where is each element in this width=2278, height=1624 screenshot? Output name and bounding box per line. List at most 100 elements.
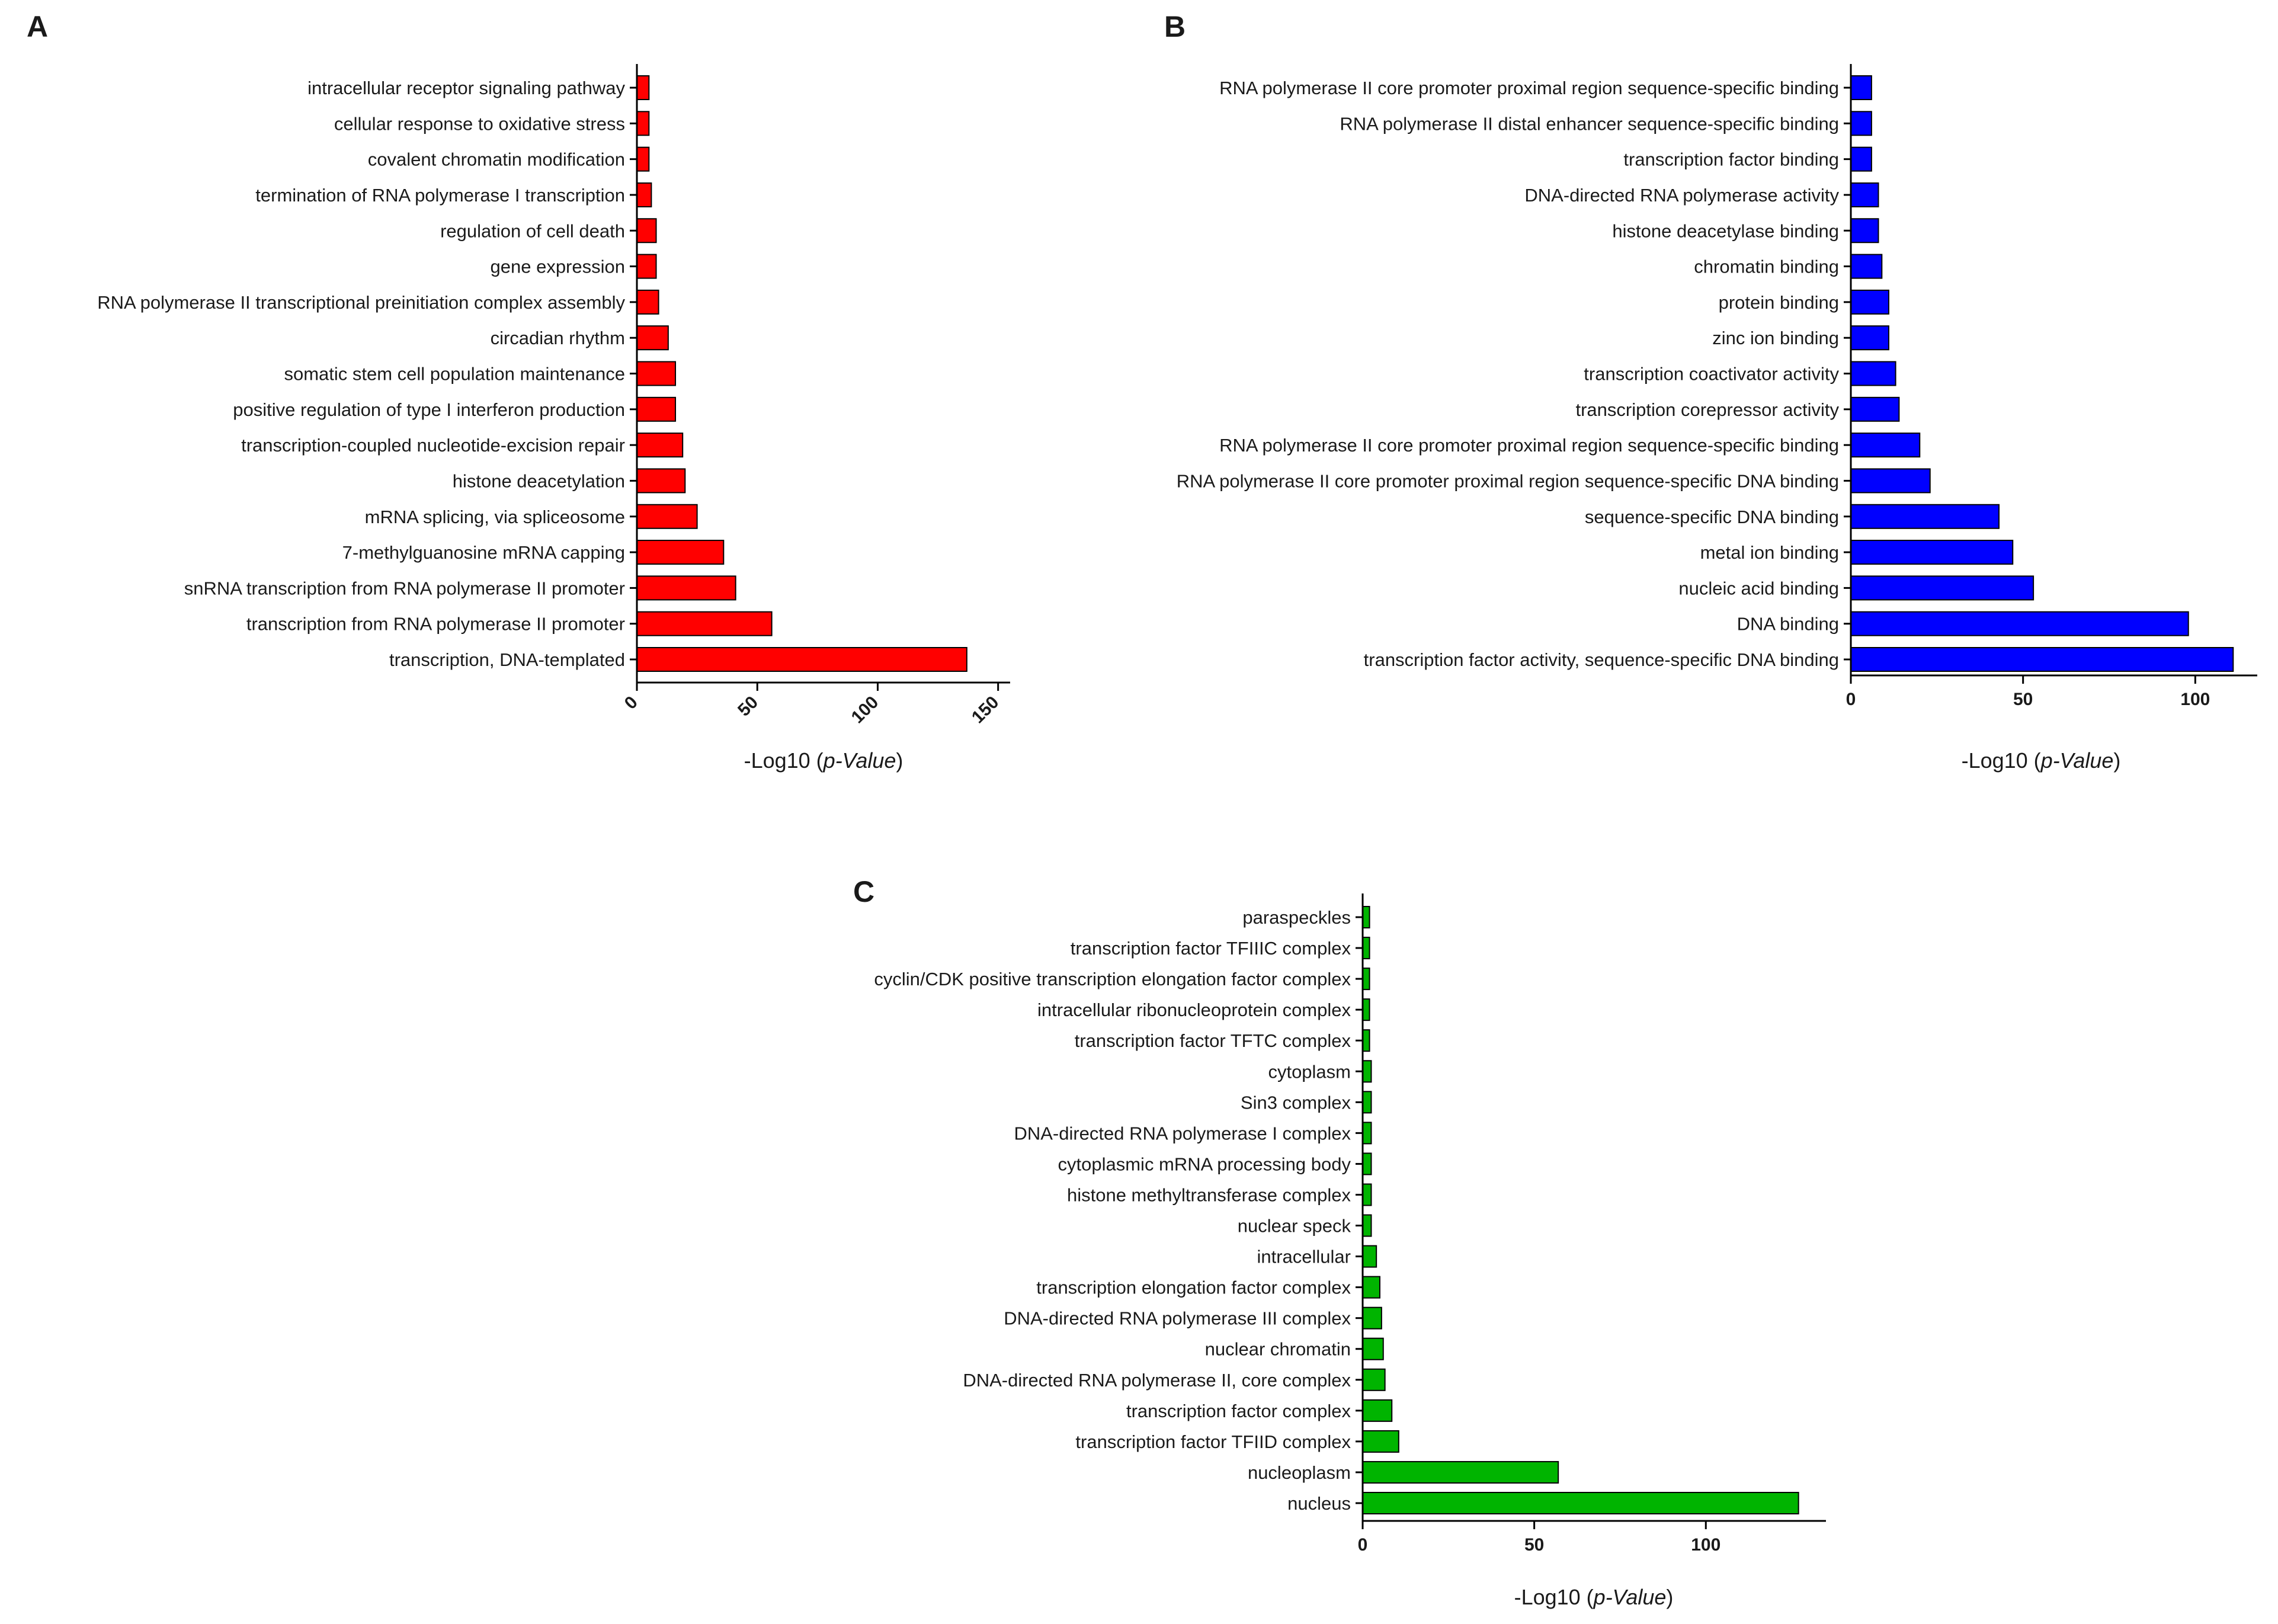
bar-b-10 — [1850, 396, 1900, 422]
category-label-a-12: histone deacetylation — [453, 470, 625, 491]
bar-b-3 — [1850, 146, 1872, 172]
category-label-c-8: DNA-directed RNA polymerase I complex — [1014, 1123, 1351, 1143]
bar-b-8 — [1850, 325, 1889, 351]
bar-c-6 — [1362, 1060, 1372, 1083]
category-label-b-14: metal ion binding — [1700, 542, 1839, 563]
x-axis-title-b: -Log10 (p-Value) — [1962, 748, 2121, 773]
category-label-b-4: DNA-directed RNA polymerase activity — [1524, 185, 1839, 206]
bar-b-17 — [1850, 647, 2234, 672]
bar-a-9 — [636, 361, 677, 386]
bar-b-11 — [1850, 433, 1921, 458]
bar-b-13 — [1850, 504, 2000, 529]
category-label-a-6: gene expression — [491, 257, 626, 277]
bar-b-15 — [1850, 575, 2034, 601]
category-label-b-10: transcription corepressor activity — [1576, 399, 1840, 420]
x-tick-label-c-0: 0 — [1358, 1535, 1368, 1555]
bar-a-16 — [636, 611, 773, 636]
bar-c-5 — [1362, 1029, 1370, 1052]
bar-c-4 — [1362, 998, 1370, 1021]
bar-c-17 — [1362, 1399, 1393, 1422]
category-label-c-7: Sin3 complex — [1241, 1092, 1351, 1113]
category-label-a-11: transcription-coupled nucleotide-excisio… — [241, 435, 625, 456]
x-axis-title-prefix: -Log10 ( — [744, 748, 824, 773]
bar-c-9 — [1362, 1152, 1372, 1175]
bar-c-2 — [1362, 937, 1370, 960]
category-label-a-15: snRNA transcription from RNA polymerase … — [184, 578, 625, 598]
bar-a-1 — [636, 75, 650, 100]
category-label-b-1: RNA polymerase II core promoter proximal… — [1219, 78, 1839, 98]
x-axis-title-suffix: ) — [1666, 1585, 1673, 1609]
bar-b-9 — [1850, 361, 1896, 386]
x-tick-label-b-0: 0 — [1846, 690, 1856, 709]
category-label-b-13: sequence-specific DNA binding — [1585, 507, 1839, 527]
category-label-a-13: mRNA splicing, via spliceosome — [365, 507, 625, 527]
category-label-c-19: nucleoplasm — [1248, 1462, 1351, 1483]
bar-a-5 — [636, 218, 657, 244]
category-label-c-3: cyclin/CDK positive transcription elonga… — [874, 969, 1351, 989]
panel-b: B RNA polymerase II core promoter proxima… — [1164, 10, 2257, 773]
category-label-a-1: intracellular receptor signaling pathway — [307, 78, 625, 98]
category-label-b-16: DNA binding — [1737, 614, 1839, 635]
category-label-a-17: transcription, DNA-templated — [389, 649, 625, 670]
bar-a-13 — [636, 504, 698, 529]
bar-c-20 — [1362, 1492, 1799, 1514]
bar-b-5 — [1850, 218, 1879, 244]
bar-c-18 — [1362, 1430, 1399, 1453]
bar-c-19 — [1362, 1460, 1559, 1484]
panel-letter-a: A — [27, 10, 48, 43]
category-label-b-7: protein binding — [1719, 292, 1839, 313]
bar-c-13 — [1362, 1276, 1380, 1299]
bar-c-1 — [1362, 906, 1370, 928]
category-label-a-3: covalent chromatin modification — [368, 149, 625, 170]
category-label-c-20: nucleus — [1287, 1493, 1351, 1514]
x-tick-label-a-150: 150 — [968, 693, 1003, 728]
panel-letter-b: B — [1164, 10, 1186, 43]
bar-c-12 — [1362, 1245, 1377, 1268]
bar-a-10 — [636, 396, 677, 422]
x-tick-label-c-100: 100 — [1691, 1535, 1720, 1555]
x-axis-title-italic: p-Value — [2040, 748, 2114, 773]
category-label-b-5: histone deacetylase binding — [1612, 220, 1839, 241]
category-label-c-18: transcription factor TFIID complex — [1075, 1431, 1351, 1452]
bar-a-2 — [636, 111, 650, 136]
bar-b-14 — [1850, 540, 2014, 565]
category-label-b-15: nucleic acid binding — [1678, 578, 1839, 598]
bar-a-6 — [636, 254, 657, 279]
bar-b-4 — [1850, 182, 1879, 207]
category-label-c-6: cytoplasm — [1268, 1061, 1351, 1082]
x-axis-title-prefix: -Log10 ( — [1514, 1585, 1594, 1609]
category-label-b-11: RNA polymerase II core promoter proximal… — [1219, 435, 1839, 456]
x-tick-label-a-0: 0 — [621, 693, 642, 713]
category-label-c-12: intracellular — [1257, 1247, 1351, 1267]
category-label-c-9: cytoplasmic mRNA processing body — [1058, 1154, 1351, 1174]
category-label-a-4: termination of RNA polymerase I transcri… — [255, 185, 625, 206]
bar-c-7 — [1362, 1091, 1372, 1114]
category-label-c-2: transcription factor TFIIIC complex — [1071, 938, 1351, 959]
category-label-b-12: RNA polymerase II core promoter proximal… — [1177, 470, 1839, 491]
bar-a-12 — [636, 468, 686, 494]
bar-c-11 — [1362, 1214, 1372, 1237]
panel-letter-c: C — [853, 875, 874, 908]
bar-a-3 — [636, 146, 650, 172]
category-label-a-16: transcription from RNA polymerase II pro… — [246, 614, 625, 635]
category-label-c-4: intracellular ribonucleoprotein complex — [1037, 1000, 1351, 1020]
x-axis-title-italic: p-Value — [823, 748, 896, 773]
bar-c-10 — [1362, 1183, 1372, 1206]
category-label-a-7: RNA polymerase II transcriptional preini… — [97, 292, 625, 313]
x-tick-label-a-100: 100 — [848, 693, 883, 728]
bar-a-7 — [636, 289, 659, 315]
x-axis-title-suffix: ) — [896, 748, 903, 773]
category-label-c-15: nuclear chromatin — [1205, 1339, 1351, 1360]
category-label-b-6: chromatin binding — [1694, 257, 1839, 277]
category-label-c-1: paraspeckles — [1242, 907, 1351, 928]
bar-c-15 — [1362, 1337, 1384, 1360]
category-label-c-10: histone methyltransferase complex — [1067, 1184, 1351, 1205]
category-label-a-10: positive regulation of type I interferon… — [233, 399, 625, 420]
category-label-c-11: nuclear speck — [1238, 1216, 1351, 1237]
bar-b-16 — [1850, 611, 2189, 636]
bar-a-14 — [636, 540, 725, 565]
category-label-b-2: RNA polymerase II distal enhancer sequen… — [1340, 113, 1839, 134]
